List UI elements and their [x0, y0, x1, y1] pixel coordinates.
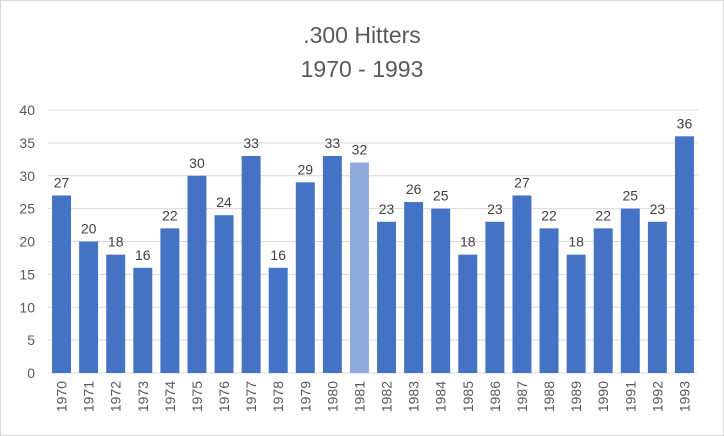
- x-tick-label: 1991: [622, 381, 638, 412]
- x-tick-label: 1971: [81, 381, 97, 412]
- y-tick-label: 20: [19, 234, 35, 250]
- x-tick-label: 1976: [216, 381, 232, 412]
- x-tick-label: 1975: [189, 381, 205, 412]
- data-label: 22: [595, 207, 611, 223]
- bar: [566, 254, 586, 373]
- data-label: 22: [541, 207, 557, 223]
- x-tick-label: 1978: [270, 381, 286, 412]
- y-tick-label: 0: [27, 365, 35, 381]
- y-axis-ticks: 0 5 10 15 20 25 30 35 40: [19, 102, 35, 381]
- bar: [485, 221, 505, 373]
- x-tick-label: 1970: [54, 381, 70, 412]
- data-label: 23: [487, 201, 503, 217]
- data-label: 18: [108, 234, 124, 250]
- data-label: 27: [54, 174, 70, 190]
- data-label: 23: [379, 201, 395, 217]
- y-tick-label: 10: [19, 299, 35, 315]
- data-label: 24: [216, 194, 232, 210]
- x-tick-label: 1987: [514, 381, 530, 412]
- data-label: 30: [189, 155, 205, 171]
- data-label: 25: [623, 188, 639, 204]
- x-tick-label: 1977: [243, 381, 259, 412]
- data-label: 18: [460, 234, 476, 250]
- bars: [52, 136, 694, 373]
- bar: [647, 221, 667, 373]
- bar: [404, 202, 424, 373]
- bar: [79, 241, 99, 373]
- x-tick-label: 1986: [487, 381, 503, 412]
- bar: [539, 228, 559, 373]
- x-tick-label: 1989: [568, 381, 584, 412]
- bar: [431, 208, 451, 373]
- data-label: 23: [650, 201, 666, 217]
- y-tick-label: 40: [19, 102, 35, 118]
- bar: [295, 182, 315, 373]
- x-tick-label: 1972: [108, 381, 124, 412]
- chart-subtitle: 1970 - 1993: [300, 56, 424, 82]
- x-tick-label: 1974: [162, 381, 178, 412]
- data-label: 16: [270, 247, 286, 263]
- data-label: 33: [243, 135, 259, 151]
- data-label: 29: [298, 161, 314, 177]
- data-label: 25: [433, 188, 449, 204]
- data-label: 32: [352, 142, 368, 158]
- bar: [674, 136, 694, 373]
- data-label: 20: [81, 221, 97, 237]
- y-tick-label: 35: [19, 135, 35, 151]
- bar: [620, 208, 640, 373]
- x-tick-label: 1988: [541, 381, 557, 412]
- bar: [52, 195, 72, 373]
- data-label: 33: [325, 135, 341, 151]
- chart-title: .300 Hitters: [303, 22, 421, 48]
- data-label: 26: [406, 181, 422, 197]
- y-tick-label: 25: [19, 201, 35, 217]
- x-tick-label: 1981: [351, 381, 367, 412]
- data-label: 22: [162, 207, 178, 223]
- data-label: 36: [677, 115, 693, 131]
- x-tick-label: 1993: [676, 381, 692, 412]
- x-tick-label: 1973: [135, 381, 151, 412]
- y-tick-label: 30: [19, 168, 35, 184]
- y-tick-label: 5: [27, 332, 35, 348]
- bar: [214, 215, 234, 373]
- data-labels: 27 20 18 16 22 30 24 33 16 29 33 32 23 26 25 18 23 27 22 18…: [54, 115, 693, 262]
- y-tick-label: 15: [19, 266, 35, 282]
- bar: [349, 162, 369, 373]
- x-tick-label: 1984: [433, 381, 449, 412]
- x-tick-label: 1992: [649, 381, 665, 412]
- x-tick-label: 1979: [297, 381, 313, 412]
- bar: [322, 156, 342, 373]
- bar: [160, 228, 180, 373]
- bar: [512, 195, 532, 373]
- x-axis-ticks: 1970 1971 1972 1973 1974 1975 1976 1977 1978 1979…: [54, 381, 693, 412]
- x-tick-label: 1990: [595, 381, 611, 412]
- bar: [593, 228, 613, 373]
- bar: [241, 156, 261, 373]
- x-tick-label: 1980: [324, 381, 340, 412]
- bar: [458, 254, 478, 373]
- bar: [133, 267, 153, 373]
- x-tick-label: 1982: [379, 381, 395, 412]
- gridlines: [48, 109, 698, 374]
- data-label: 27: [514, 174, 530, 190]
- x-tick-label: 1983: [406, 381, 422, 412]
- bar: [268, 267, 288, 373]
- bar: [377, 221, 397, 373]
- x-tick-label: 1985: [460, 381, 476, 412]
- data-label: 18: [568, 234, 584, 250]
- bar: [106, 254, 126, 373]
- bar: [187, 175, 207, 373]
- data-label: 16: [135, 247, 151, 263]
